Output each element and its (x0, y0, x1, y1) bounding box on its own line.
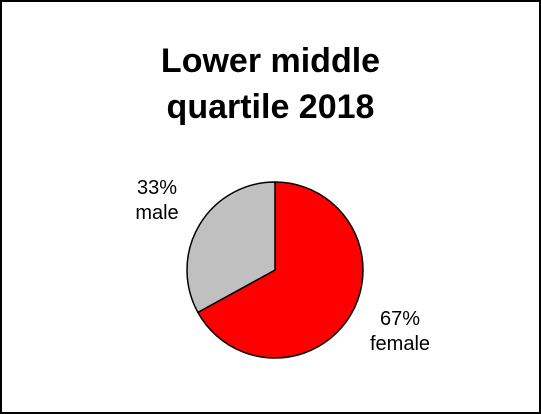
pie-chart (186, 181, 364, 359)
pie-slices (186, 181, 364, 359)
slice-label-female: 67% female (350, 307, 450, 357)
chart-title: Lower middle quartile 2018 (0, 38, 541, 130)
chart-title-line-2: quartile 2018 (166, 88, 375, 126)
slice-percent-female: 67% (379, 308, 421, 330)
slice-name-female: female (369, 333, 431, 355)
slice-percent-male: 33% (136, 177, 178, 199)
pie-slice-male (186, 181, 276, 314)
slice-label-male: 33% male (122, 176, 192, 226)
slice-name-male: male (135, 202, 179, 224)
pie-slice-female (197, 181, 364, 359)
chart-title-line-1: Lower middle (160, 42, 381, 80)
